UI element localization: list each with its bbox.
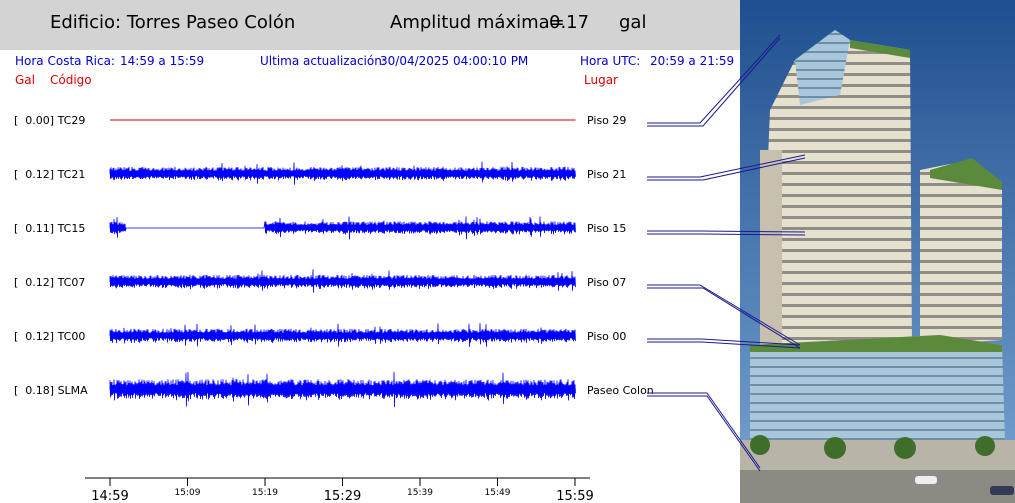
time-tick-label: 15:19 <box>252 488 278 498</box>
gal-column-header: Gal <box>15 73 35 87</box>
time-tick-label: 14:59 <box>91 489 128 503</box>
update-label: Ultima actualización: <box>260 54 386 68</box>
trace-place-label: Paseo Colon <box>587 384 654 397</box>
road <box>740 470 1015 503</box>
tree-icon <box>750 435 770 455</box>
time-tick-label: 15:09 <box>175 488 201 498</box>
building-photo <box>740 0 1015 503</box>
car-icon <box>915 476 937 484</box>
trace-code-label: [ 0.12] TC21 <box>14 168 86 181</box>
trace-place-label: Piso 00 <box>587 330 627 343</box>
code-column-header: Código <box>50 73 92 87</box>
trace-code-label: [ 0.18] SLMA <box>14 384 88 397</box>
trace-code-label: [ 0.12] TC00 <box>14 330 86 343</box>
car-icon <box>990 486 1014 495</box>
tower-roof-garden <box>850 40 910 58</box>
update-value: 30/04/2025 04:00:10 PM <box>380 54 529 68</box>
trace-tc00 <box>109 323 576 347</box>
podium-garden <box>750 335 1002 352</box>
rear-tower <box>920 160 1002 345</box>
tree-icon <box>975 436 995 456</box>
trace-place-label: Piso 29 <box>587 114 627 127</box>
trace-code-label: [ 0.00] TC29 <box>14 114 86 127</box>
trace-place-label: Piso 15 <box>587 222 627 235</box>
place-column-header: Lugar <box>584 73 618 87</box>
tower-crown-glass <box>795 30 850 105</box>
trace-code-label: [ 0.11] TC15 <box>14 222 86 235</box>
utc-time-label: Hora UTC: <box>580 54 641 68</box>
amplitude-unit: gal <box>619 12 647 33</box>
rear-roof-garden <box>930 158 1002 190</box>
seismogram-chart: 14:59 15:09 15:19 15:29 15:39 15:49 15:59 <box>85 119 594 503</box>
main-tower <box>760 30 912 355</box>
podium-glass <box>750 335 1005 440</box>
tree-icon <box>894 437 916 459</box>
tree-icon <box>824 437 846 459</box>
tower-balconies <box>760 150 782 350</box>
amplitude-value: 0.17 <box>549 12 590 33</box>
time-tick-label: 15:29 <box>324 489 361 503</box>
time-tick-label: 15:59 <box>556 489 593 503</box>
amplitude-label: Amplitud máxima= <box>390 12 565 33</box>
trace-tc15 <box>109 216 576 240</box>
trace-tc07 <box>109 269 576 293</box>
trace-place-label: Piso 07 <box>587 276 627 289</box>
trace-place-label: Piso 21 <box>587 168 627 181</box>
time-tick-label: 15:39 <box>407 488 433 498</box>
trace-tc21 <box>109 161 576 185</box>
trace-code-label: [ 0.12] TC07 <box>14 276 86 289</box>
cr-time-label: Hora Costa Rica: <box>15 54 115 68</box>
header-bar: Edificio: Torres Paseo Colón Amplitud má… <box>0 0 740 50</box>
trace-slma <box>109 371 576 408</box>
building-title: Edificio: Torres Paseo Colón <box>50 12 296 33</box>
time-tick-label: 15:49 <box>485 488 511 498</box>
cr-time-range: 14:59 a 15:59 <box>120 54 205 68</box>
